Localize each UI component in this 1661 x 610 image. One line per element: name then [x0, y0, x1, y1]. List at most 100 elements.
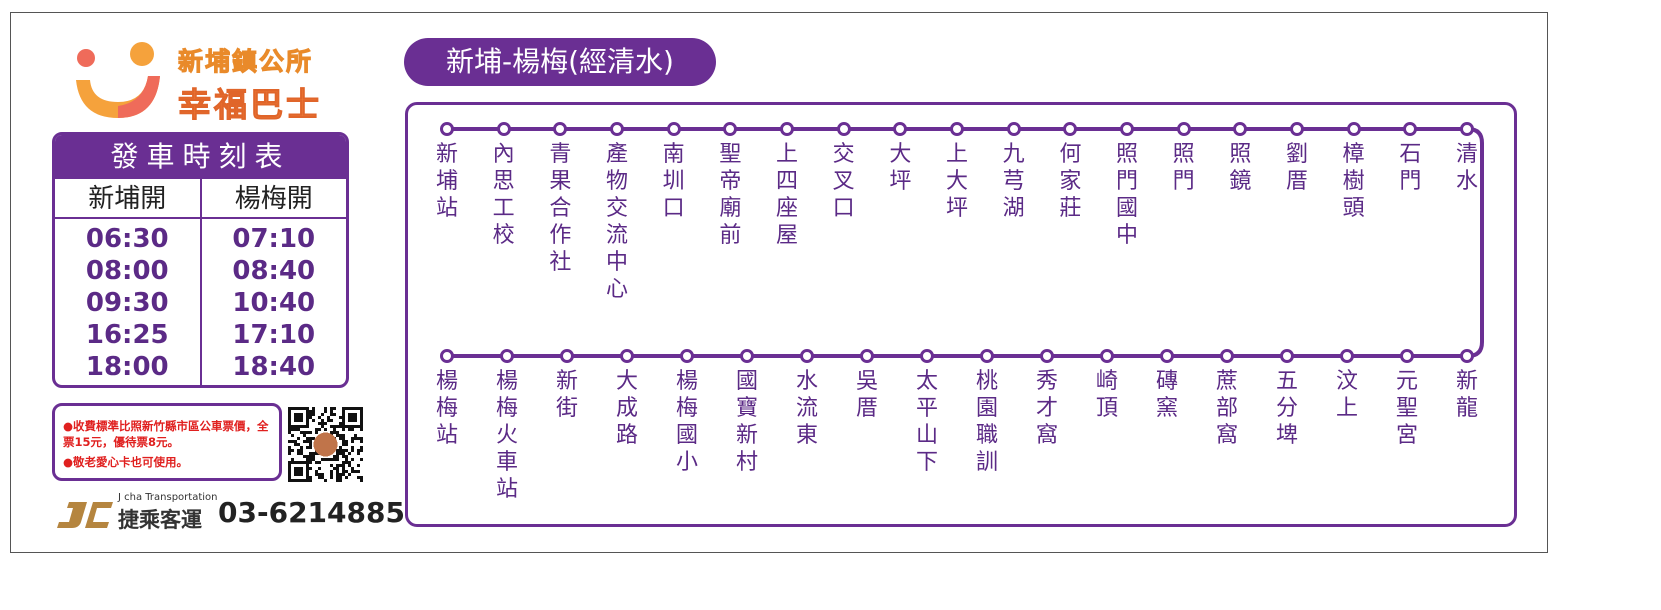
- departure-time: 17:10: [232, 320, 316, 350]
- column-header-xinpu: 新埔開: [88, 184, 167, 214]
- stop-marker-icon: [620, 349, 634, 363]
- stop-marker-icon: [500, 349, 514, 363]
- stop-marker-icon: [800, 349, 814, 363]
- stop-name: 楊梅站: [435, 369, 458, 448]
- timetable: 發車時刻表 新埔開 楊梅開 06:30 08:00 09:30 16:25 18:00 …: [52, 132, 349, 388]
- stop-name: 上四座屋: [775, 142, 798, 248]
- stop-marker-icon: [553, 122, 568, 136]
- stop-name: 蔗部窩: [1215, 369, 1238, 448]
- stop-marker-icon: [680, 349, 694, 363]
- departure-time: 18:40: [232, 352, 316, 382]
- stop-marker-icon: [1233, 122, 1248, 136]
- stop-marker-icon: [893, 122, 908, 136]
- stop-marker-icon: [1220, 349, 1234, 363]
- card-note: ●敬老愛心卡也可使用。: [63, 455, 189, 469]
- stop-name: 樟樹頭: [1342, 142, 1365, 221]
- stop-marker-icon: [1040, 349, 1054, 363]
- departure-time: 08:00: [85, 256, 169, 286]
- stop-name: 內思工校: [492, 142, 515, 248]
- stop-name: 新埔站: [435, 142, 458, 221]
- stop-marker-icon: [560, 349, 574, 363]
- stop-name: 大成路: [615, 369, 638, 448]
- departure-time: 18:00: [85, 352, 169, 382]
- stop-marker-icon: [440, 122, 454, 136]
- stop-name: 秀才窩: [1035, 369, 1058, 448]
- stop-name: 太平山下: [915, 369, 938, 475]
- departure-time: 10:40: [232, 288, 316, 318]
- stop-name: 桃園職訓: [975, 369, 998, 475]
- brand-town-office: 新埔鎮公所: [177, 47, 314, 77]
- operator-phone: 03-6214885: [218, 496, 405, 529]
- stop-name: 劉厝: [1285, 142, 1308, 194]
- stop-marker-icon: [980, 349, 994, 363]
- stop-marker-icon: [1006, 122, 1021, 136]
- stop-name: 崎頂: [1095, 369, 1118, 421]
- stop-marker-icon: [780, 122, 794, 136]
- stop-name: 大坪: [889, 142, 912, 194]
- jc-logo: [57, 502, 113, 528]
- departure-time: 16:25: [85, 320, 169, 350]
- departures-xinpu: 06:30 08:00 09:30 16:25 18:00: [55, 219, 200, 385]
- stop-name: 照門國中: [1115, 142, 1138, 248]
- stop-marker-icon: [1460, 122, 1474, 136]
- stop-marker-icon: [920, 349, 934, 363]
- stop-name: 石門: [1399, 142, 1422, 194]
- stop-name: 照門: [1172, 142, 1195, 194]
- stop-marker-icon: [836, 122, 851, 136]
- stop-marker-icon: [610, 122, 624, 136]
- stop-name: 清水: [1455, 142, 1478, 194]
- stop-name: 五分埤: [1275, 369, 1298, 448]
- stop-marker-icon: [1120, 122, 1134, 136]
- stop-name: 元聖宮: [1395, 369, 1418, 448]
- stop-marker-icon: [666, 122, 681, 136]
- stop-name: 新龍: [1455, 369, 1478, 421]
- stop-marker-icon: [1100, 349, 1114, 363]
- stop-marker-icon: [440, 349, 454, 363]
- sign-frame: [10, 12, 1548, 553]
- departures-yangmei: 07:10 08:40 10:40 17:10 18:40: [199, 219, 347, 385]
- qr-code: [288, 407, 363, 482]
- brand-bus-name: 幸福巴士: [178, 85, 322, 125]
- departure-time: 06:30: [85, 224, 169, 254]
- operator-english-name: J cha Transportation: [118, 492, 218, 503]
- stop-name: 產物交流中心: [605, 142, 628, 302]
- stop-name: 九芎湖: [1002, 142, 1025, 221]
- route-map-box: [405, 102, 1517, 527]
- fare-note: ●收費標準比照新竹縣市區公車票價，全票15元，優待票8元。: [63, 419, 269, 449]
- stop-marker-icon: [1160, 349, 1174, 363]
- stop-marker-icon: [740, 349, 754, 363]
- stop-name: 吳厝: [855, 369, 878, 421]
- column-header-yangmei: 楊梅開: [199, 179, 347, 217]
- stop-name: 交叉口: [832, 142, 855, 221]
- stop-marker-icon: [1290, 122, 1304, 136]
- stop-name: 汶上: [1335, 369, 1358, 421]
- stop-name: 楊梅國小: [675, 369, 698, 475]
- stop-marker-icon: [1403, 122, 1418, 136]
- stop-name: 上大坪: [945, 142, 968, 221]
- stop-marker-icon: [1346, 122, 1361, 136]
- stop-marker-icon: [1280, 349, 1294, 363]
- stop-name: 國寶新村: [735, 369, 758, 475]
- fare-notes: ●收費標準比照新竹縣市區公車票價，全票15元，優待票8元。 ●敬老愛心卡也可使用…: [52, 403, 282, 481]
- stop-marker-icon: [1063, 122, 1078, 136]
- stop-name: 聖帝廟前: [719, 142, 742, 248]
- stop-marker-icon: [723, 122, 738, 136]
- stop-name: 新街: [555, 369, 578, 421]
- departure-time: 08:40: [232, 256, 316, 286]
- operator-name: 捷乘客運: [118, 508, 202, 532]
- route-title: 新埔-楊梅(經清水): [404, 38, 716, 86]
- stop-marker-icon: [860, 349, 874, 363]
- departure-time: 09:30: [85, 288, 169, 318]
- stop-name: 水流東: [795, 369, 818, 448]
- happiness-bus-logo: [76, 42, 160, 118]
- stop-name: 南圳口: [662, 142, 685, 221]
- stop-marker-icon: [950, 122, 964, 136]
- timetable-title: 發車時刻表: [55, 135, 346, 179]
- stop-name: 磚窯: [1155, 369, 1178, 421]
- stop-name: 楊梅火車站: [495, 369, 518, 502]
- stop-marker-icon: [1340, 349, 1354, 363]
- stop-marker-icon: [1460, 349, 1474, 363]
- stop-name: 照鏡: [1229, 142, 1252, 194]
- departure-time: 07:10: [232, 224, 316, 254]
